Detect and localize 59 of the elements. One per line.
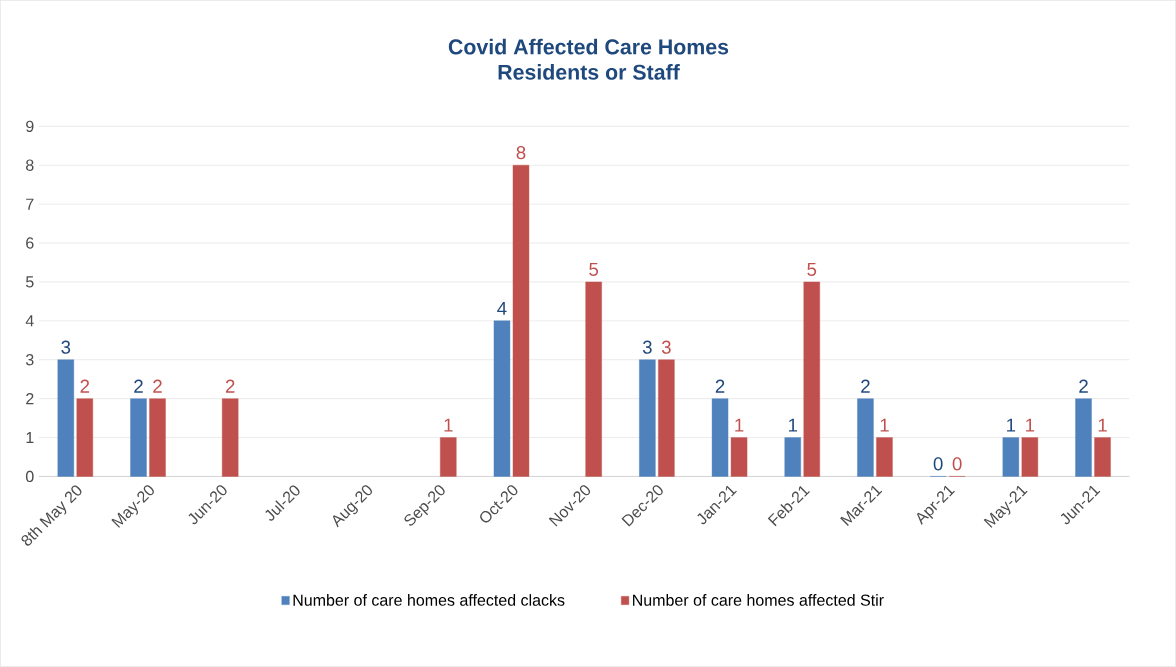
bar [76,398,94,477]
data-label: 1 [1098,418,1107,432]
bar [1002,437,1020,477]
data-label: 1 [444,418,453,432]
data-label: 2 [134,379,143,393]
bar [857,398,874,477]
data-label: 1 [880,418,889,432]
data-label: 1 [735,418,744,432]
data-label: 2 [225,379,235,393]
chart-title: Covid Affected Care Homes [448,38,729,55]
bar [149,398,166,477]
data-label: 0 [933,457,943,471]
y-tick-label: 1 [26,432,34,444]
chart-subtitle: Residents or Staff [498,64,680,80]
data-label: 8 [516,146,526,160]
data-label: 3 [642,340,652,354]
bar [512,165,530,477]
data-label: 5 [589,263,599,277]
y-tick-label: 0 [25,470,34,483]
y-tick-label: 5 [25,276,34,288]
legend-label: Number of care homes affected Stir [633,594,884,606]
data-label: 1 [788,418,798,432]
data-label: 2 [715,379,725,393]
data-label: 2 [153,379,162,393]
y-tick-label: 9 [26,120,34,133]
y-tick-label: 2 [26,393,34,405]
bar [585,281,602,477]
bar [639,359,656,477]
bar [711,398,729,477]
data-label: 3 [61,340,71,354]
bar [221,398,239,477]
data-label: 2 [1079,379,1088,393]
y-tick-label: 8 [26,159,34,171]
data-label: 4 [497,302,507,315]
bar [440,437,457,477]
x-tick-label: 8th May 20 [21,485,82,546]
data-label: 5 [807,263,817,277]
data-label: 3 [661,340,671,354]
data-label: 1 [1026,418,1035,432]
y-tick-label: 7 [26,198,34,210]
bar [730,437,748,477]
y-tick-label: 3 [25,354,34,366]
bar [130,398,147,477]
data-label: 1 [1007,418,1016,432]
bar [1021,437,1039,477]
bar [803,281,820,477]
y-tick-label: 4 [25,315,34,327]
bar [876,437,893,477]
y-tick-label: 6 [26,237,34,249]
bar [1094,437,1111,477]
data-label: 0 [952,457,962,471]
bar [493,320,511,477]
bar [57,359,74,477]
data-label: 2 [861,379,870,393]
bar [658,359,675,477]
legend-label: Number of care homes affected clacks [293,594,565,606]
bar [1075,398,1092,477]
data-label: 2 [80,379,90,393]
bar [784,437,801,477]
